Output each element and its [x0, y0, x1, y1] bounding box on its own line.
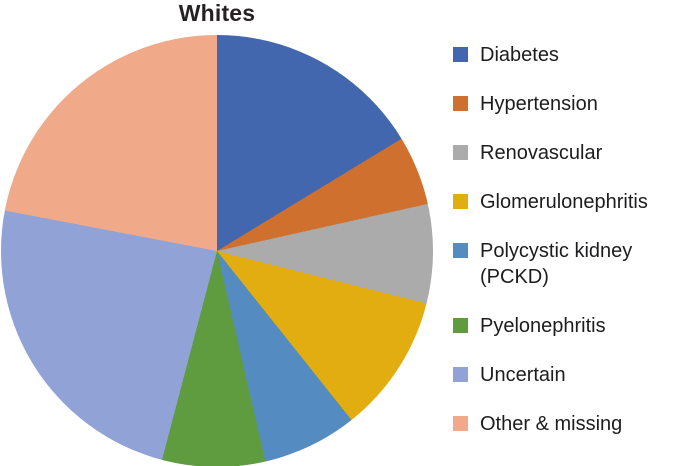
legend-label: Diabetes: [480, 44, 559, 66]
legend-label: Renovascular: [480, 142, 603, 164]
legend-item: Pyelonephritis: [453, 313, 648, 339]
chart-title: Whites: [178, 0, 256, 26]
legend-item: Glomerulonephritis: [453, 189, 648, 215]
legend-swatch: [453, 318, 468, 333]
pie: [1, 35, 433, 466]
legend-item: Polycystic kidney (PCKD): [453, 238, 648, 290]
legend-item: Hypertension: [453, 91, 648, 117]
legend-label: Uncertain: [480, 364, 566, 386]
legend: Diabetes Hypertension Renovascular Glomerul…: [453, 42, 648, 460]
legend-swatch: [453, 47, 468, 62]
legend-swatch: [453, 194, 468, 209]
legend-swatch: [453, 367, 468, 382]
legend-item: Renovascular: [453, 140, 648, 166]
legend-item: Other & missing: [453, 411, 648, 437]
legend-swatch: [453, 243, 468, 258]
legend-label: Glomerulonephritis: [480, 191, 648, 213]
legend-item: Uncertain: [453, 362, 648, 388]
legend-swatch: [453, 145, 468, 160]
legend-item: Diabetes: [453, 42, 648, 68]
legend-swatch: [453, 416, 468, 431]
legend-swatch: [453, 96, 468, 111]
legend-label: Polycystic kidney (PCKD): [480, 240, 633, 288]
legend-label: Other & missing: [480, 413, 623, 435]
legend-label: Hypertension: [480, 93, 598, 115]
legend-label: Pyelonephritis: [480, 315, 606, 337]
